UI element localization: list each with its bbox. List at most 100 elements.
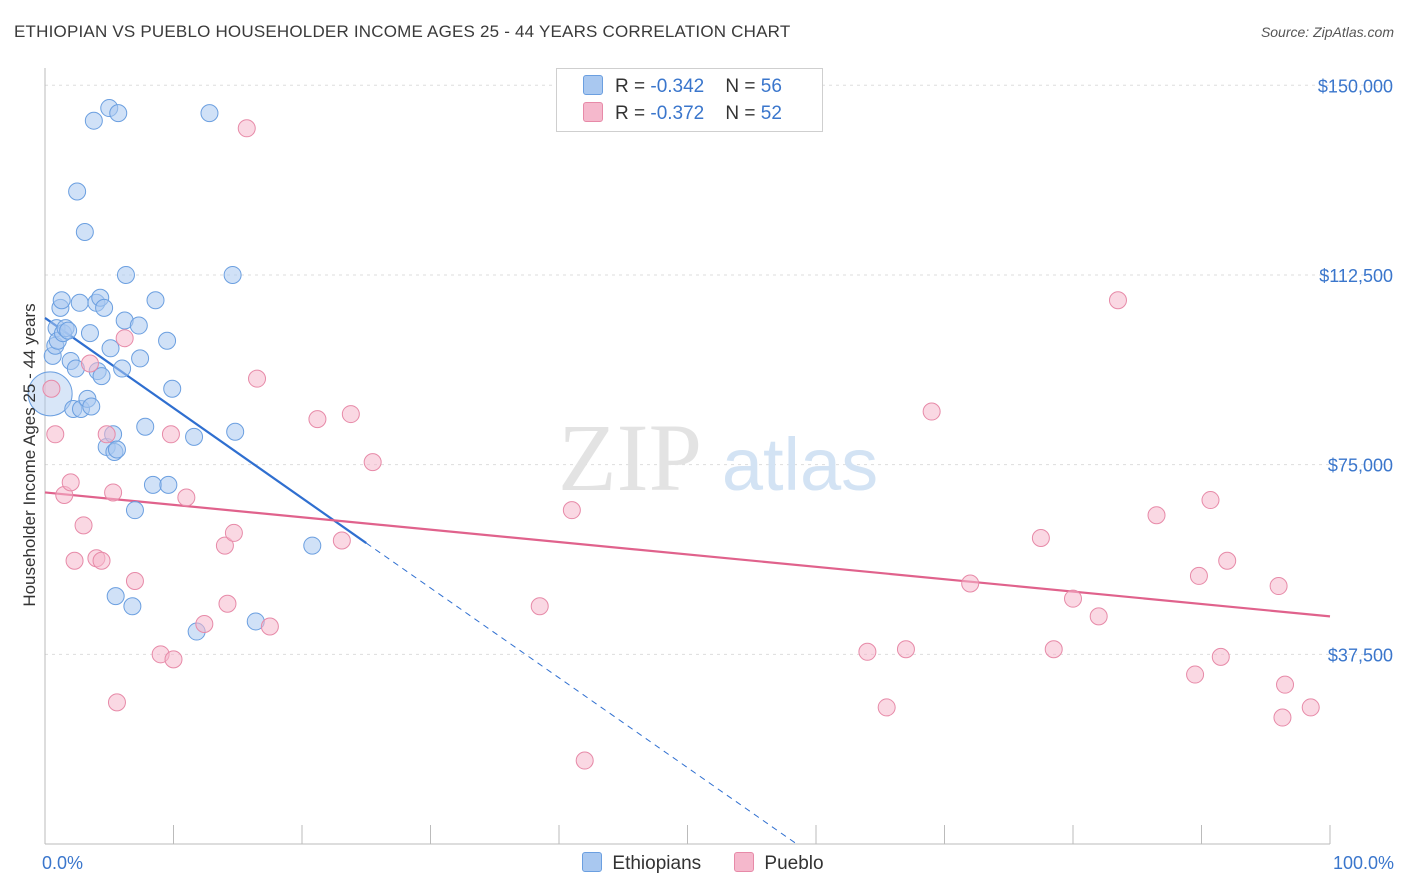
point-pueblo bbox=[80, 354, 99, 373]
point-pueblo bbox=[46, 425, 65, 444]
point-ethiopians bbox=[75, 222, 94, 241]
point-pueblo bbox=[125, 571, 144, 590]
legend-swatch-ethiopians bbox=[583, 75, 603, 95]
point-pueblo bbox=[177, 488, 196, 507]
point-ethiopians bbox=[80, 324, 99, 343]
watermark-zip: ZIP bbox=[558, 404, 702, 511]
series-label-ethiopians: Ethiopians bbox=[612, 853, 702, 874]
point-ethiopians bbox=[200, 104, 219, 123]
point-ethiopians bbox=[185, 427, 204, 446]
y-tick-label: $112,500 bbox=[1319, 266, 1393, 286]
point-ethiopians bbox=[303, 536, 322, 555]
point-pueblo bbox=[1186, 665, 1205, 684]
trend-line-pueblo bbox=[44, 491, 1331, 618]
point-ethiopians bbox=[146, 291, 165, 310]
point-pueblo bbox=[575, 751, 594, 770]
trend-line-extension-ethiopians bbox=[365, 542, 798, 845]
point-pueblo bbox=[922, 402, 941, 421]
point-pueblo bbox=[107, 693, 126, 712]
point-ethiopians bbox=[106, 587, 125, 606]
point-ethiopians bbox=[95, 298, 114, 317]
point-pueblo bbox=[97, 425, 116, 444]
trend-line-ethiopians bbox=[44, 317, 367, 544]
point-pueblo bbox=[237, 119, 256, 138]
point-ethiopians bbox=[70, 293, 89, 312]
point-pueblo bbox=[530, 597, 549, 616]
tick-labels: $37,500 $75,000 $112,500 $150,000 0.0% 100.0% bbox=[42, 76, 1394, 873]
legend-r-value: -0.342 bbox=[650, 76, 705, 97]
legend-r-value: -0.372 bbox=[650, 103, 705, 124]
point-pueblo bbox=[74, 516, 93, 535]
point-pueblo bbox=[1044, 640, 1063, 659]
point-pueblo bbox=[1301, 698, 1320, 717]
point-pueblo bbox=[260, 617, 279, 636]
series-legend-ethiopians: Ethiopians bbox=[582, 852, 701, 875]
point-pueblo bbox=[195, 614, 214, 633]
point-ethiopians bbox=[82, 397, 101, 416]
point-pueblo bbox=[858, 642, 877, 661]
point-pueblo bbox=[1201, 491, 1220, 510]
legend-row-pueblo: R = -0.372 N = 52 bbox=[583, 102, 782, 126]
point-pueblo bbox=[1276, 675, 1295, 694]
y-tick-label: $150,000 bbox=[1318, 76, 1393, 96]
point-pueblo bbox=[308, 410, 327, 429]
point-ethiopians bbox=[226, 422, 245, 441]
x-tick-label: 0.0% bbox=[42, 853, 83, 873]
y-axis-label: Householder Income Ages 25 - 44 years bbox=[20, 303, 39, 606]
point-ethiopians bbox=[129, 316, 148, 335]
series-legend-pueblo: Pueblo bbox=[734, 852, 824, 875]
point-ethiopians bbox=[101, 339, 120, 358]
point-pueblo bbox=[161, 425, 180, 444]
legend-r-label: R = bbox=[615, 76, 651, 97]
point-pueblo bbox=[961, 574, 980, 593]
point-ethiopians bbox=[116, 265, 135, 284]
point-ethiopians bbox=[59, 321, 78, 340]
watermark-atlas: atlas bbox=[722, 423, 878, 506]
trend-lines bbox=[44, 317, 1331, 845]
point-pueblo bbox=[218, 594, 237, 613]
point-pueblo bbox=[1189, 566, 1208, 585]
source-label: Source: ZipAtlas.com bbox=[1260, 24, 1394, 40]
point-pueblo bbox=[332, 531, 351, 550]
point-pueblo bbox=[896, 640, 915, 659]
point-ethiopians bbox=[163, 379, 182, 398]
series-legend: Ethiopians Pueblo bbox=[0, 852, 1406, 875]
point-pueblo bbox=[1089, 607, 1108, 626]
point-pueblo bbox=[65, 551, 84, 570]
point-ethiopians bbox=[52, 291, 71, 310]
point-ethiopians bbox=[109, 104, 128, 123]
point-ethiopians bbox=[113, 359, 132, 378]
point-pueblo bbox=[224, 523, 243, 542]
x-tick-label: 100.0% bbox=[1333, 853, 1394, 873]
point-pueblo bbox=[215, 536, 234, 555]
point-pueblo bbox=[562, 501, 581, 520]
legend-n-label: N = bbox=[725, 103, 761, 124]
point-ethiopians bbox=[223, 265, 242, 284]
point-pueblo bbox=[1269, 577, 1288, 596]
point-pueblo bbox=[1031, 528, 1050, 547]
point-ethiopians bbox=[84, 111, 103, 130]
point-pueblo bbox=[61, 473, 80, 492]
point-pueblo bbox=[341, 405, 360, 424]
point-pueblo bbox=[42, 379, 61, 398]
series-label-pueblo: Pueblo bbox=[764, 853, 824, 874]
grid-lines bbox=[45, 84, 1395, 655]
point-pueblo bbox=[1064, 589, 1082, 608]
point-pueblo bbox=[92, 551, 111, 570]
data-points bbox=[27, 99, 1320, 770]
point-pueblo bbox=[164, 650, 183, 669]
point-pueblo bbox=[1147, 506, 1166, 525]
point-ethiopians bbox=[159, 475, 178, 494]
point-pueblo bbox=[363, 453, 382, 472]
point-ethiopians bbox=[125, 501, 144, 520]
point-ethiopians bbox=[68, 182, 87, 201]
series-swatch-pueblo bbox=[734, 852, 755, 872]
point-ethiopians bbox=[123, 597, 142, 616]
point-pueblo bbox=[1218, 551, 1237, 570]
axes bbox=[44, 68, 1331, 845]
point-pueblo bbox=[1211, 647, 1230, 666]
point-ethiopians bbox=[131, 349, 150, 368]
legend-swatch-pueblo bbox=[583, 102, 603, 122]
point-ethiopians bbox=[136, 417, 155, 436]
